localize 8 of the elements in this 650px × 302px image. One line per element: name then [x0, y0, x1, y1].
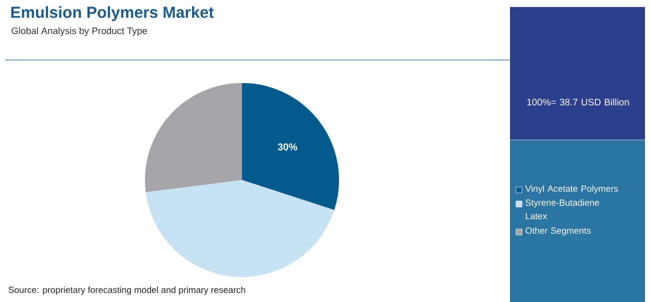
legend-label: Other Segments: [526, 227, 591, 236]
chart-subtitle: Global Analysis by Product Type: [12, 27, 148, 36]
legend-label: Styrene-Butadiene Latex: [526, 199, 600, 220]
chart-title: Emulsion Polymers Market: [11, 6, 214, 22]
text: 100%= 38.7 USD Billion: [527, 98, 629, 106]
legend-label: Vinyl Acetate Polymers: [525, 185, 618, 194]
source-note: Source: proprietary forecasting model and primary research: [8, 286, 246, 295]
data-label: 30%: [278, 143, 298, 150]
